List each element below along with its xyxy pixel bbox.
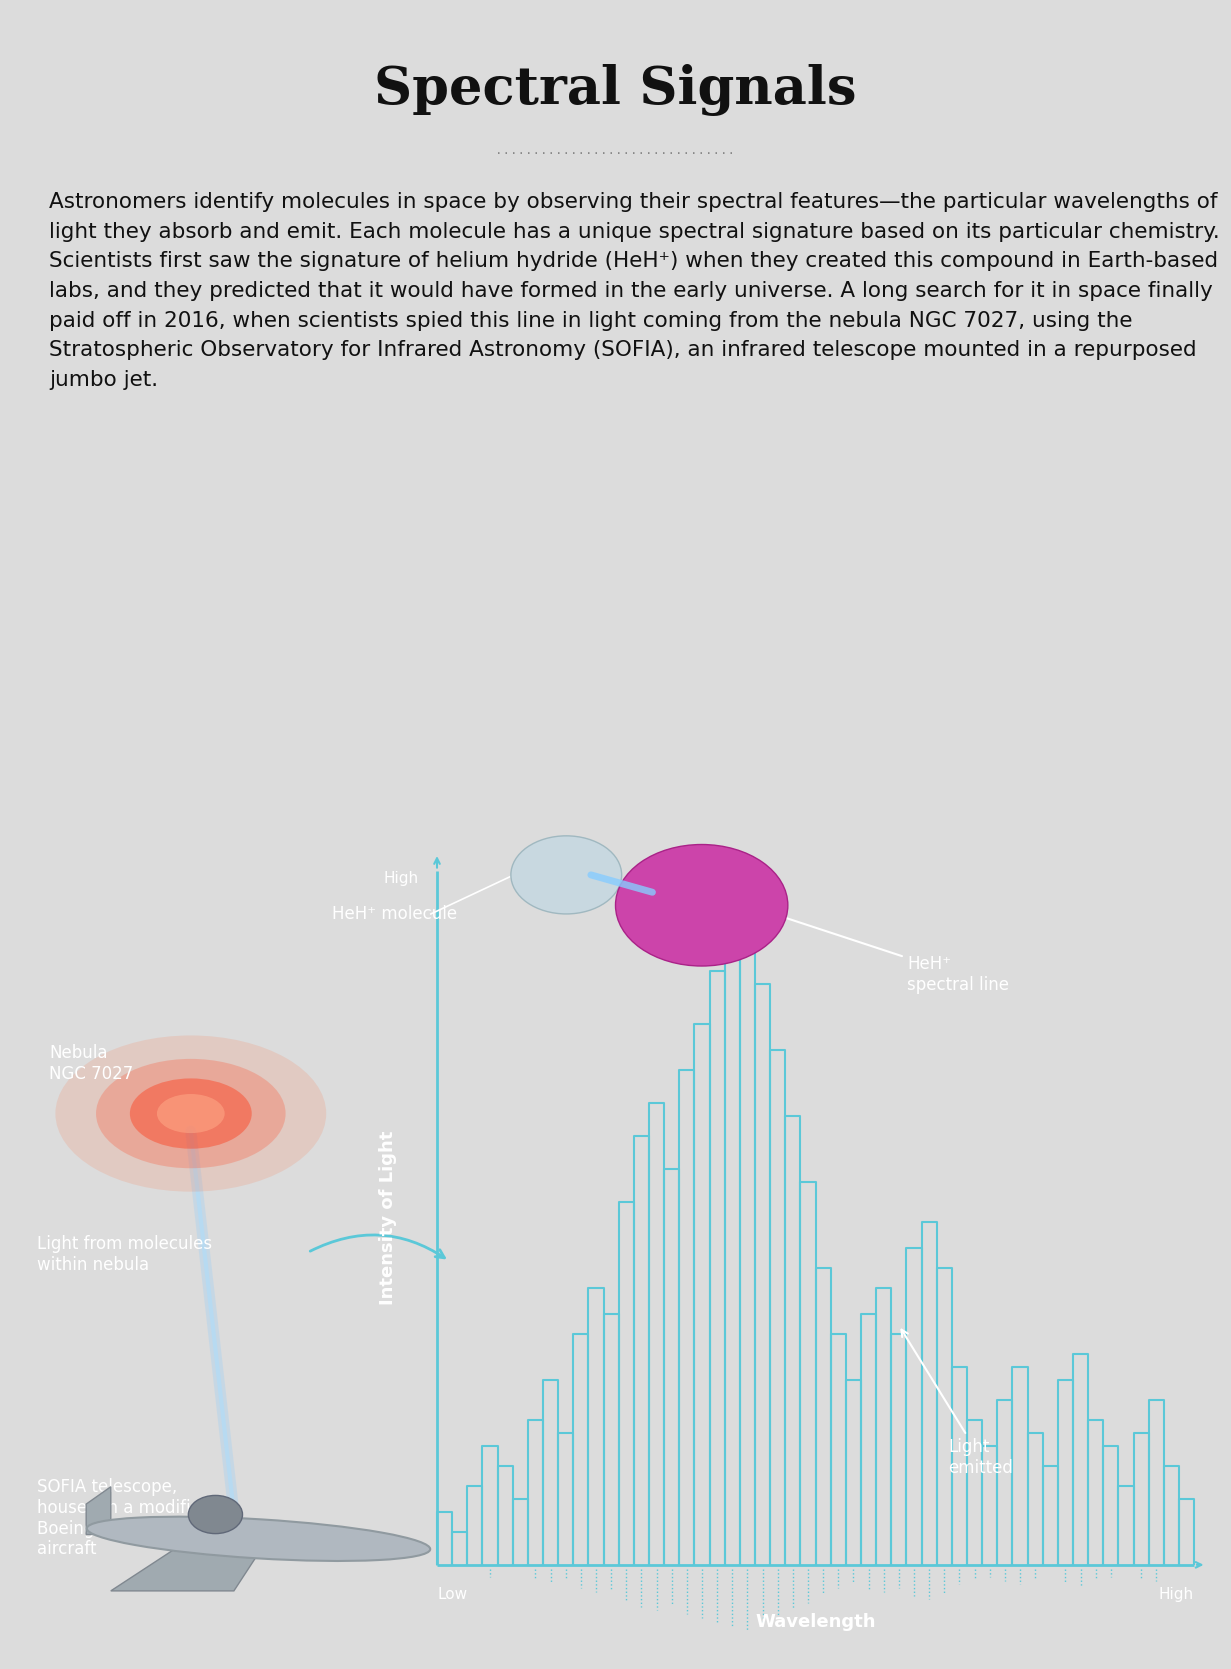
Text: Light
emitted: Light emitted [901,1330,1013,1477]
Text: Light from molecules
within nebula: Light from molecules within nebula [37,1235,212,1273]
Circle shape [511,836,622,915]
Circle shape [188,1495,243,1534]
Polygon shape [86,1487,111,1534]
Ellipse shape [87,1517,430,1561]
Text: High: High [383,871,419,886]
Text: SOFIA telescope,
housed in a modified
Boeing 747SP
aircraft: SOFIA telescope, housed in a modified Bo… [37,1479,212,1559]
Text: Low: Low [437,1587,467,1602]
Text: Astronomers identify molecules in space by observing their spectral features—the: Astronomers identify molecules in space … [49,192,1220,391]
Text: Nebula
NGC 7027: Nebula NGC 7027 [49,1045,133,1083]
Ellipse shape [158,1095,224,1133]
Text: ................................: ................................ [496,144,735,157]
Text: HeH⁺
spectral line: HeH⁺ spectral line [752,906,1009,995]
Text: HeH⁺ molecule: HeH⁺ molecule [332,905,458,923]
Polygon shape [111,1534,271,1591]
Circle shape [616,845,788,966]
Text: Spectral Signals: Spectral Signals [374,63,857,117]
Ellipse shape [55,1035,326,1192]
Text: High: High [1158,1587,1194,1602]
Text: Wavelength: Wavelength [756,1612,875,1631]
Text: Low: Low [389,1540,419,1556]
Text: Intensity of Light: Intensity of Light [379,1130,396,1305]
Ellipse shape [96,1058,286,1168]
FancyArrowPatch shape [310,1235,444,1258]
Ellipse shape [129,1078,252,1148]
